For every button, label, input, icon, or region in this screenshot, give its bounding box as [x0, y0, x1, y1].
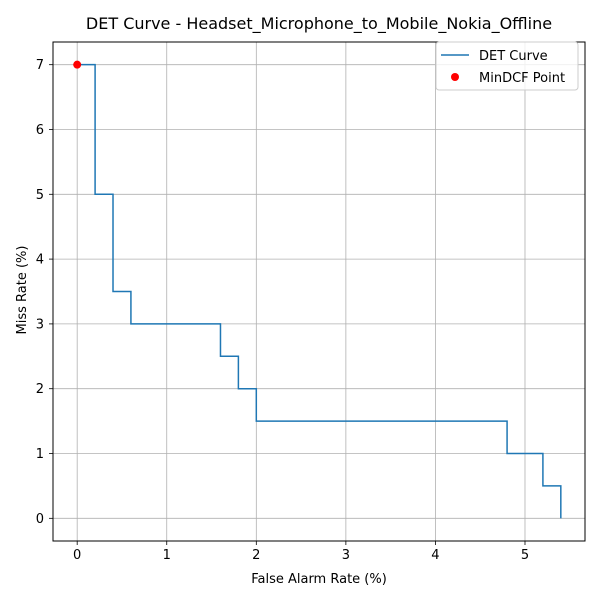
legend-point-swatch	[451, 73, 459, 81]
x-tick-label: 4	[431, 548, 439, 563]
plot-series	[73, 60, 562, 519]
plot-area-frame	[52, 41, 586, 542]
legend-label-mindcf-point: MinDCF Point	[479, 71, 565, 86]
y-tick-label: 6	[36, 123, 44, 138]
y-tick-label: 4	[36, 253, 44, 268]
x-axis-title: False Alarm Rate (%)	[251, 572, 387, 587]
legend: DET Curve MinDCF Point	[435, 41, 579, 91]
x-tick-label: 3	[342, 548, 350, 563]
x-axis-ticks: 0 1 2 3 4 5	[73, 541, 529, 563]
legend-label-det-curve: DET Curve	[479, 49, 548, 64]
y-tick-label: 7	[36, 58, 44, 73]
y-axis-ticks: 0 1 2 3 4 5 6 7	[36, 58, 53, 527]
y-tick-label: 2	[36, 382, 44, 397]
x-tick-label: 5	[521, 548, 529, 563]
x-tick-label: 1	[163, 548, 171, 563]
det-curve-line	[77, 63, 562, 519]
x-tick-label: 2	[252, 548, 260, 563]
y-axis-title: Miss Rate (%)	[15, 246, 30, 335]
chart-title: DET Curve - Headset_Microphone_to_Mobile…	[86, 14, 552, 34]
x-tick-label: 0	[73, 548, 81, 563]
y-tick-label: 1	[36, 447, 44, 462]
y-tick-label: 0	[36, 512, 44, 527]
mindcf-point	[73, 60, 82, 69]
y-tick-label: 3	[36, 317, 44, 332]
grid-lines	[53, 42, 585, 541]
legend-box	[435, 41, 579, 91]
y-tick-label: 5	[36, 188, 44, 203]
